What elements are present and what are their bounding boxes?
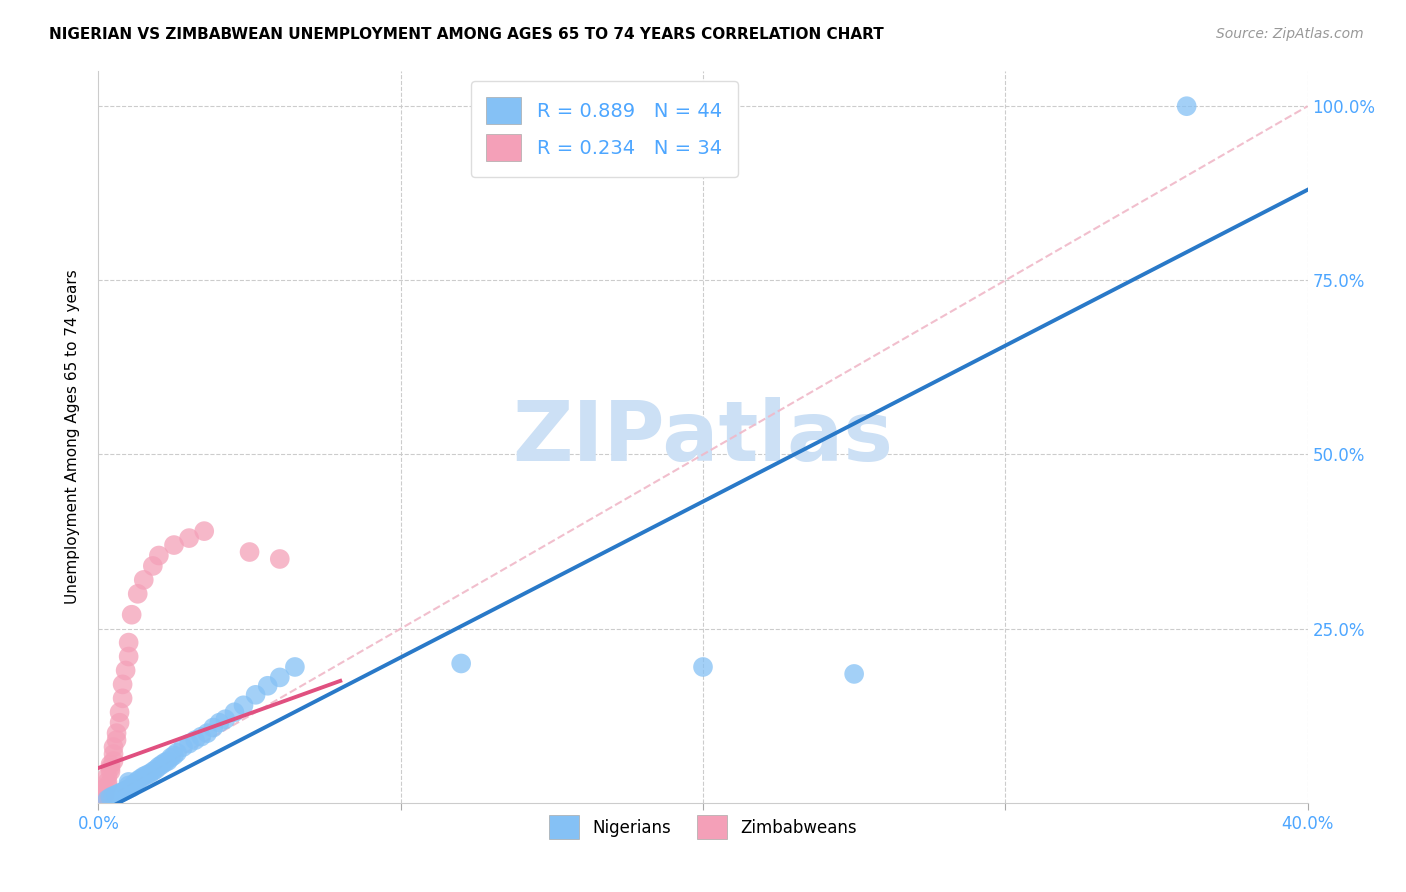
Point	[163, 748, 186, 763]
Point	[239, 545, 262, 559]
Point	[96, 769, 118, 783]
Point	[269, 670, 291, 684]
Point	[129, 772, 152, 786]
Point	[214, 712, 236, 726]
Point	[145, 763, 167, 777]
Point	[179, 531, 201, 545]
Point	[100, 761, 122, 775]
Point	[100, 757, 122, 772]
Point	[108, 705, 131, 719]
Point	[90, 794, 112, 808]
Point	[1175, 99, 1198, 113]
Point	[100, 790, 122, 805]
Point	[90, 790, 112, 805]
Point	[844, 667, 866, 681]
Point	[224, 705, 246, 719]
Point	[450, 657, 472, 671]
Point	[124, 776, 146, 790]
Point	[114, 783, 136, 797]
Point	[232, 698, 254, 713]
Point	[172, 740, 194, 755]
Point	[184, 733, 207, 747]
Point	[127, 587, 149, 601]
Point	[96, 792, 118, 806]
Point	[256, 679, 278, 693]
Point	[111, 785, 134, 799]
Point	[118, 649, 141, 664]
Point	[166, 746, 188, 760]
Point	[121, 780, 143, 795]
Point	[150, 757, 173, 772]
Point	[90, 792, 112, 806]
Point	[103, 789, 125, 803]
Point	[93, 785, 115, 799]
Point	[156, 754, 179, 768]
Point	[160, 750, 183, 764]
Point	[179, 737, 201, 751]
Point	[121, 607, 143, 622]
Point	[692, 660, 714, 674]
Point	[245, 688, 267, 702]
Point	[108, 786, 131, 800]
Point	[108, 715, 131, 730]
Point	[132, 573, 155, 587]
Point	[111, 691, 134, 706]
Point	[96, 778, 118, 792]
Point	[96, 775, 118, 789]
Point	[190, 730, 212, 744]
Point	[148, 549, 170, 563]
Point	[118, 778, 141, 792]
Point	[284, 660, 307, 674]
Point	[93, 789, 115, 803]
Legend: Nigerians, Zimbabweans: Nigerians, Zimbabweans	[543, 809, 863, 846]
Point	[103, 740, 125, 755]
Point	[118, 775, 141, 789]
Point	[269, 552, 291, 566]
Y-axis label: Unemployment Among Ages 65 to 74 years: Unemployment Among Ages 65 to 74 years	[65, 269, 80, 605]
Point	[127, 773, 149, 788]
Text: ZIPatlas: ZIPatlas	[513, 397, 893, 477]
Point	[139, 766, 162, 780]
Point	[114, 664, 136, 678]
Point	[202, 721, 225, 735]
Point	[135, 768, 157, 782]
Text: Source: ZipAtlas.com: Source: ZipAtlas.com	[1216, 27, 1364, 41]
Point	[105, 788, 128, 802]
Text: NIGERIAN VS ZIMBABWEAN UNEMPLOYMENT AMONG AGES 65 TO 74 YEARS CORRELATION CHART: NIGERIAN VS ZIMBABWEAN UNEMPLOYMENT AMON…	[49, 27, 884, 42]
Point	[93, 781, 115, 796]
Point	[132, 769, 155, 783]
Point	[193, 524, 215, 538]
Point	[195, 726, 218, 740]
Point	[105, 726, 128, 740]
Point	[118, 635, 141, 649]
Point	[103, 754, 125, 768]
Point	[100, 764, 122, 779]
Point	[148, 759, 170, 773]
Point	[118, 781, 141, 796]
Point	[153, 756, 176, 770]
Point	[163, 538, 186, 552]
Point	[103, 747, 125, 761]
Point	[142, 558, 165, 573]
Point	[208, 715, 231, 730]
Point	[111, 677, 134, 691]
Point	[142, 764, 165, 779]
Point	[105, 733, 128, 747]
